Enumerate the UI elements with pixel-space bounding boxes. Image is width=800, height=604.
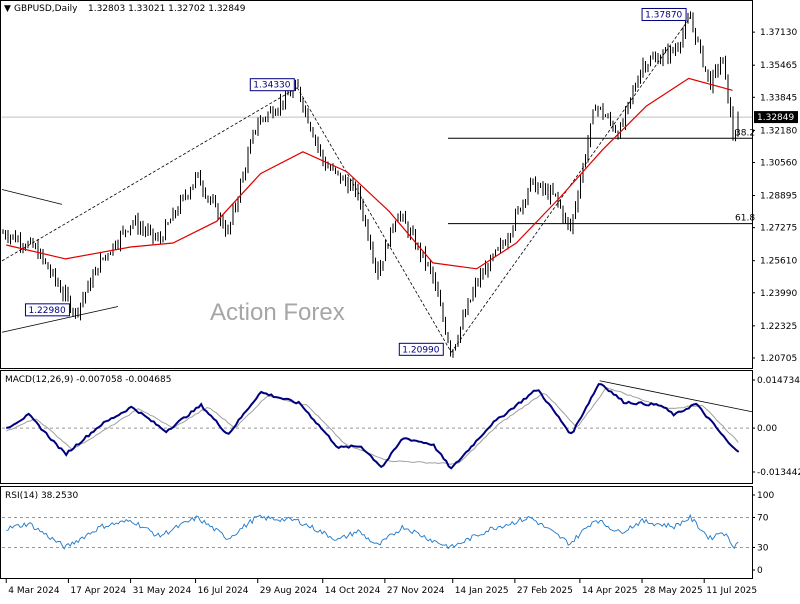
time-axis: 4 Mar 2024 17 Apr 2024 31 May 2024 16 Jul 2… [5, 579, 757, 596]
moving-average-line [6, 77, 733, 270]
price-panel-frame [0, 0, 753, 369]
price-annotation-box [249, 78, 295, 92]
time-axis-label: 14 Jan 2025 [455, 586, 509, 596]
price-axis: 1.37130 1.35465 1.33845 1.32180 1.30560 1.288… [752, 28, 798, 364]
rsi-title: RSI(14) 38.2530 [5, 491, 78, 501]
rsi-axis-tick-label: 30 [757, 544, 769, 554]
macd-trendline [599, 380, 753, 413]
time-axis-label: 31 May 2024 [133, 586, 192, 596]
price-annotation-label: 1.37870 [645, 10, 682, 20]
price-axis-tick-label: 1.27275 [760, 224, 797, 234]
moving-average [6, 77, 733, 270]
time-axis-label: 17 Apr 2024 [70, 586, 126, 596]
macd-line [6, 383, 740, 470]
time-axis-label: 14 Apr 2025 [582, 586, 638, 596]
rsi-axis-tick-label: 70 [757, 514, 769, 524]
chart-header-triangle: ▼ [4, 4, 11, 14]
rsi-panel: 100 70 30 0 [2, 491, 774, 576]
price-axis-tick-label: 1.33845 [760, 93, 797, 103]
symbol-label: GBPUSD,Daily [14, 4, 78, 14]
price-axis-tick-label: 1.25610 [760, 257, 797, 267]
price-bars [2, 11, 739, 358]
price-annotation-label: 1.20990 [402, 345, 439, 355]
price-axis-tick-label: 1.30560 [760, 158, 797, 168]
time-axis-label: 27 Feb 2025 [517, 586, 573, 596]
channel-line [1, 306, 119, 333]
watermark: Action Forex [210, 299, 345, 326]
macd-axis-tick-label: -0.013442 [757, 468, 800, 478]
price-axis-tick-label: 1.32180 [760, 126, 797, 136]
fib-level-label: 38.2 [735, 128, 755, 138]
zigzag-line [296, 87, 452, 353]
macd-axis-tick-label: 0.014734 [757, 376, 800, 386]
price-axis-tick-label: 1.20705 [760, 354, 797, 364]
zigzag-line [1, 87, 298, 262]
last-price-label: 1.32849 [757, 113, 794, 123]
fib-levels: 38.2 61.8 [448, 128, 755, 225]
price-annotation-label: 1.22980 [28, 306, 65, 316]
price-axis-tick-label: 1.35465 [760, 61, 797, 71]
time-axis-label: 14 Oct 2024 [325, 586, 381, 596]
rsi-axis-tick-label: 0 [757, 566, 763, 576]
time-axis-label: 29 Aug 2024 [260, 586, 318, 596]
price-axis-tick-label: 1.22325 [760, 322, 797, 332]
rsi-panel-frame [0, 486, 753, 579]
price-annotations: 1.34330 1.22980 1.20990 1.37870 [24, 7, 687, 356]
macd-axis-tick-label: 0.00 [757, 424, 777, 434]
price-annotation-label: 1.34330 [253, 81, 290, 91]
price-annotation-box [398, 342, 444, 356]
price-axis-tick-label: 1.23990 [760, 289, 797, 299]
last-price-box [754, 111, 798, 124]
rsi-line [6, 513, 739, 550]
price-axis-tick-label: 1.37130 [760, 28, 797, 38]
channel-line [1, 189, 63, 205]
macd-title: MACD(12,26,9) -0.007058 -0.004685 [5, 375, 171, 385]
macd-panel-frame [0, 370, 753, 484]
price-annotation-box [24, 303, 70, 317]
time-axis-label: 11 Jul 2025 [706, 586, 757, 596]
time-axis-label: 16 Jul 2024 [198, 586, 249, 596]
fib-level-label: 61.8 [735, 214, 755, 224]
time-axis-label: 27 Nov 2024 [387, 586, 445, 596]
time-axis-label: 28 May 2025 [644, 586, 703, 596]
price-axis-tick-label: 1.28895 [760, 192, 797, 202]
macd-signal-line [5, 386, 739, 465]
macd-panel: 0.014734 0.00 -0.013442 [2, 376, 800, 478]
price-annotation-box [641, 7, 687, 21]
time-axis-label: 4 Mar 2024 [8, 586, 60, 596]
chart-header: ▼ GBPUSD,Daily 1.32803 1.33021 1.32702 1… [4, 4, 246, 14]
ohlc-label: 1.32803 1.33021 1.32702 1.32849 [88, 4, 246, 14]
rsi-axis-tick-label: 100 [757, 491, 774, 501]
